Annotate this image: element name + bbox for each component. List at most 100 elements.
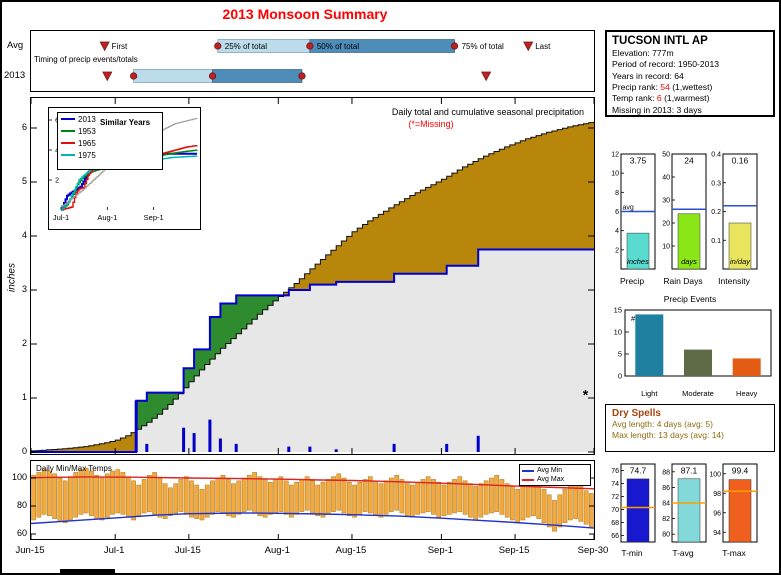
surplus-area: [136, 295, 285, 430]
T-min-axis-label: T-min: [621, 548, 643, 558]
x-tick-label: Aug-15: [335, 545, 367, 556]
event-marker-dot: [298, 72, 306, 80]
y-axis-label-inches: inches: [6, 263, 18, 292]
temp-y-tick-label: 100: [12, 472, 28, 482]
station-info-line: Period of record: 1950-2013: [612, 59, 720, 70]
svg-text:98: 98: [713, 491, 721, 498]
summary-mini-charts: 2 4 6 8 10 12 avg 3.75 inches Precip 10 20 30 40 50 24 d…: [605, 150, 775, 290]
station-info-line: Missing in 2013: 3 days: [612, 104, 702, 115]
1975-line-swatch: [61, 154, 75, 156]
svg-text:82: 82: [662, 516, 670, 523]
svg-text:2: 2: [615, 247, 619, 254]
svg-text:10: 10: [614, 328, 622, 337]
x-tick-label: Jul-1: [103, 545, 125, 556]
temp-y-tick-label: 60: [16, 528, 27, 538]
event-marker-dot: [306, 42, 314, 50]
svg-text:0.4: 0.4: [711, 152, 721, 159]
svg-text:50: 50: [662, 152, 670, 159]
x-tick-label: Aug-1: [264, 545, 290, 556]
svg-text:86: 86: [662, 485, 670, 492]
svg-text:15: 15: [614, 306, 622, 315]
svg-text:Aug-1: Aug-1: [97, 213, 117, 222]
svg-text:84: 84: [662, 501, 670, 508]
svg-text:10: 10: [662, 244, 670, 251]
Intensity-bar: [728, 222, 752, 270]
mini-chart-intensity: 0.1 0.2 0.3 0.4 0.16 in/day Intensity: [707, 150, 761, 286]
svg-text:5: 5: [618, 350, 622, 359]
T-max-axis-label: T-max: [722, 548, 746, 558]
dry-spells-title: Dry Spells: [612, 408, 661, 419]
main-y-tick-label: 0: [21, 446, 27, 456]
svg-text:96: 96: [713, 510, 721, 517]
temp-legend-entry: Avg Max: [522, 475, 588, 484]
svg-text:12: 12: [611, 152, 619, 159]
screen-artifact: [60, 569, 115, 575]
svg-text:30: 30: [662, 198, 670, 205]
svg-text:0.3: 0.3: [711, 180, 721, 187]
dry-spells-avg-length: Avg length: 4 days (avg: 5): [612, 419, 713, 429]
Intensity-unit-label: in/day: [730, 257, 751, 266]
temp-legend-label: Avg Max: [537, 476, 565, 483]
mini-chart-precip: 2 4 6 8 10 12 avg 3.75 inches Precip: [605, 150, 659, 286]
svg-text:50% of total: 50% of total: [317, 42, 359, 51]
station-name: TUCSON INTL AP: [612, 35, 708, 47]
svg-text:94: 94: [713, 530, 721, 537]
svg-text:25% of total: 25% of total: [225, 42, 267, 51]
1953-line-swatch: [61, 130, 75, 132]
mini-chart-t-min: 66 68 70 72 74 76 74.7 T-min: [605, 460, 659, 558]
svg-text:2: 2: [55, 178, 59, 185]
svg-text:avg: avg: [623, 205, 634, 212]
x-tick-label: Sep-30: [577, 545, 609, 556]
missing-asterisk: *: [583, 386, 589, 402]
station-info-line: Precip rank: 54 (1,wettest): [612, 82, 713, 93]
events-bar-moderate: [684, 349, 712, 376]
main-y-tick-label: 3: [21, 284, 27, 294]
avg-min-line: [31, 512, 594, 529]
event-marker-triangle: [102, 71, 113, 82]
dry-spells-max-length: Max length: 13 days (avg: 14): [612, 430, 724, 441]
Precip-unit-label: inches: [627, 257, 649, 266]
svg-text:76: 76: [611, 468, 619, 475]
cumulative-precip-chart: *: [31, 98, 594, 454]
timing-chart: Timing of precip events/totals First 25% o…: [34, 39, 551, 83]
Rain Days-chart: 10 20 30 40 50 24 days: [662, 152, 707, 270]
T-min-bar: [626, 478, 650, 543]
T-avg-value-label: 87.1: [681, 466, 698, 476]
T-avg-bar: [677, 478, 701, 543]
events-category-label: Light: [641, 389, 658, 398]
temp-mini-charts: 66 68 70 72 74 76 74.7 T-min 80 82 84 86 88 87.1 T-avg…: [605, 460, 775, 562]
station-info-line: Temp rank: 6 (1,warmest): [612, 93, 710, 104]
events-category-label: Moderate: [682, 389, 714, 398]
legend-entry-label: 1975: [78, 150, 96, 160]
main-y-tick-label: 1: [21, 392, 27, 402]
event-marker-triangle: [481, 71, 492, 82]
svg-text:20: 20: [662, 221, 670, 228]
svg-text:88: 88: [662, 469, 670, 476]
legend-entry-1975: 1975: [58, 149, 162, 161]
Intensity-axis-label: Intensity: [718, 276, 750, 286]
temps-panel: Daily Min/Max Temps Avg Min Avg Max: [30, 460, 595, 540]
main-chart-title: Daily total and cumulative seasonal prec…: [391, 107, 584, 117]
svg-text:0.2: 0.2: [711, 209, 721, 216]
timing-row-2013: [102, 69, 492, 83]
Rain Days-axis-label: Rain Days: [663, 276, 703, 286]
T-max-value-label: 99.4: [732, 466, 749, 476]
axis-ticks: [31, 98, 594, 454]
Precip-bar: [626, 232, 650, 270]
T-max-chart: 94 96 98 100 99.4: [709, 463, 758, 543]
Precip-axis-label: Precip: [619, 276, 645, 286]
svg-text:10: 10: [611, 171, 619, 178]
temp-y-tick-label: 80: [16, 500, 27, 510]
svg-text:66: 66: [611, 533, 619, 540]
station-info-lines: Elevation: 777m Period of record: 1950-20…: [612, 48, 768, 116]
mini-chart-rain-days: 10 20 30 40 50 24 days Rain Days: [656, 150, 710, 286]
svg-text:74: 74: [611, 481, 619, 488]
event-marker-triangle: [523, 41, 534, 52]
svg-text:8: 8: [615, 190, 619, 197]
legend-entry-label: 2013: [78, 114, 96, 124]
svg-text:4: 4: [615, 228, 619, 235]
x-tick-label: Jun-15: [15, 545, 45, 556]
svg-text:First: First: [112, 42, 128, 51]
